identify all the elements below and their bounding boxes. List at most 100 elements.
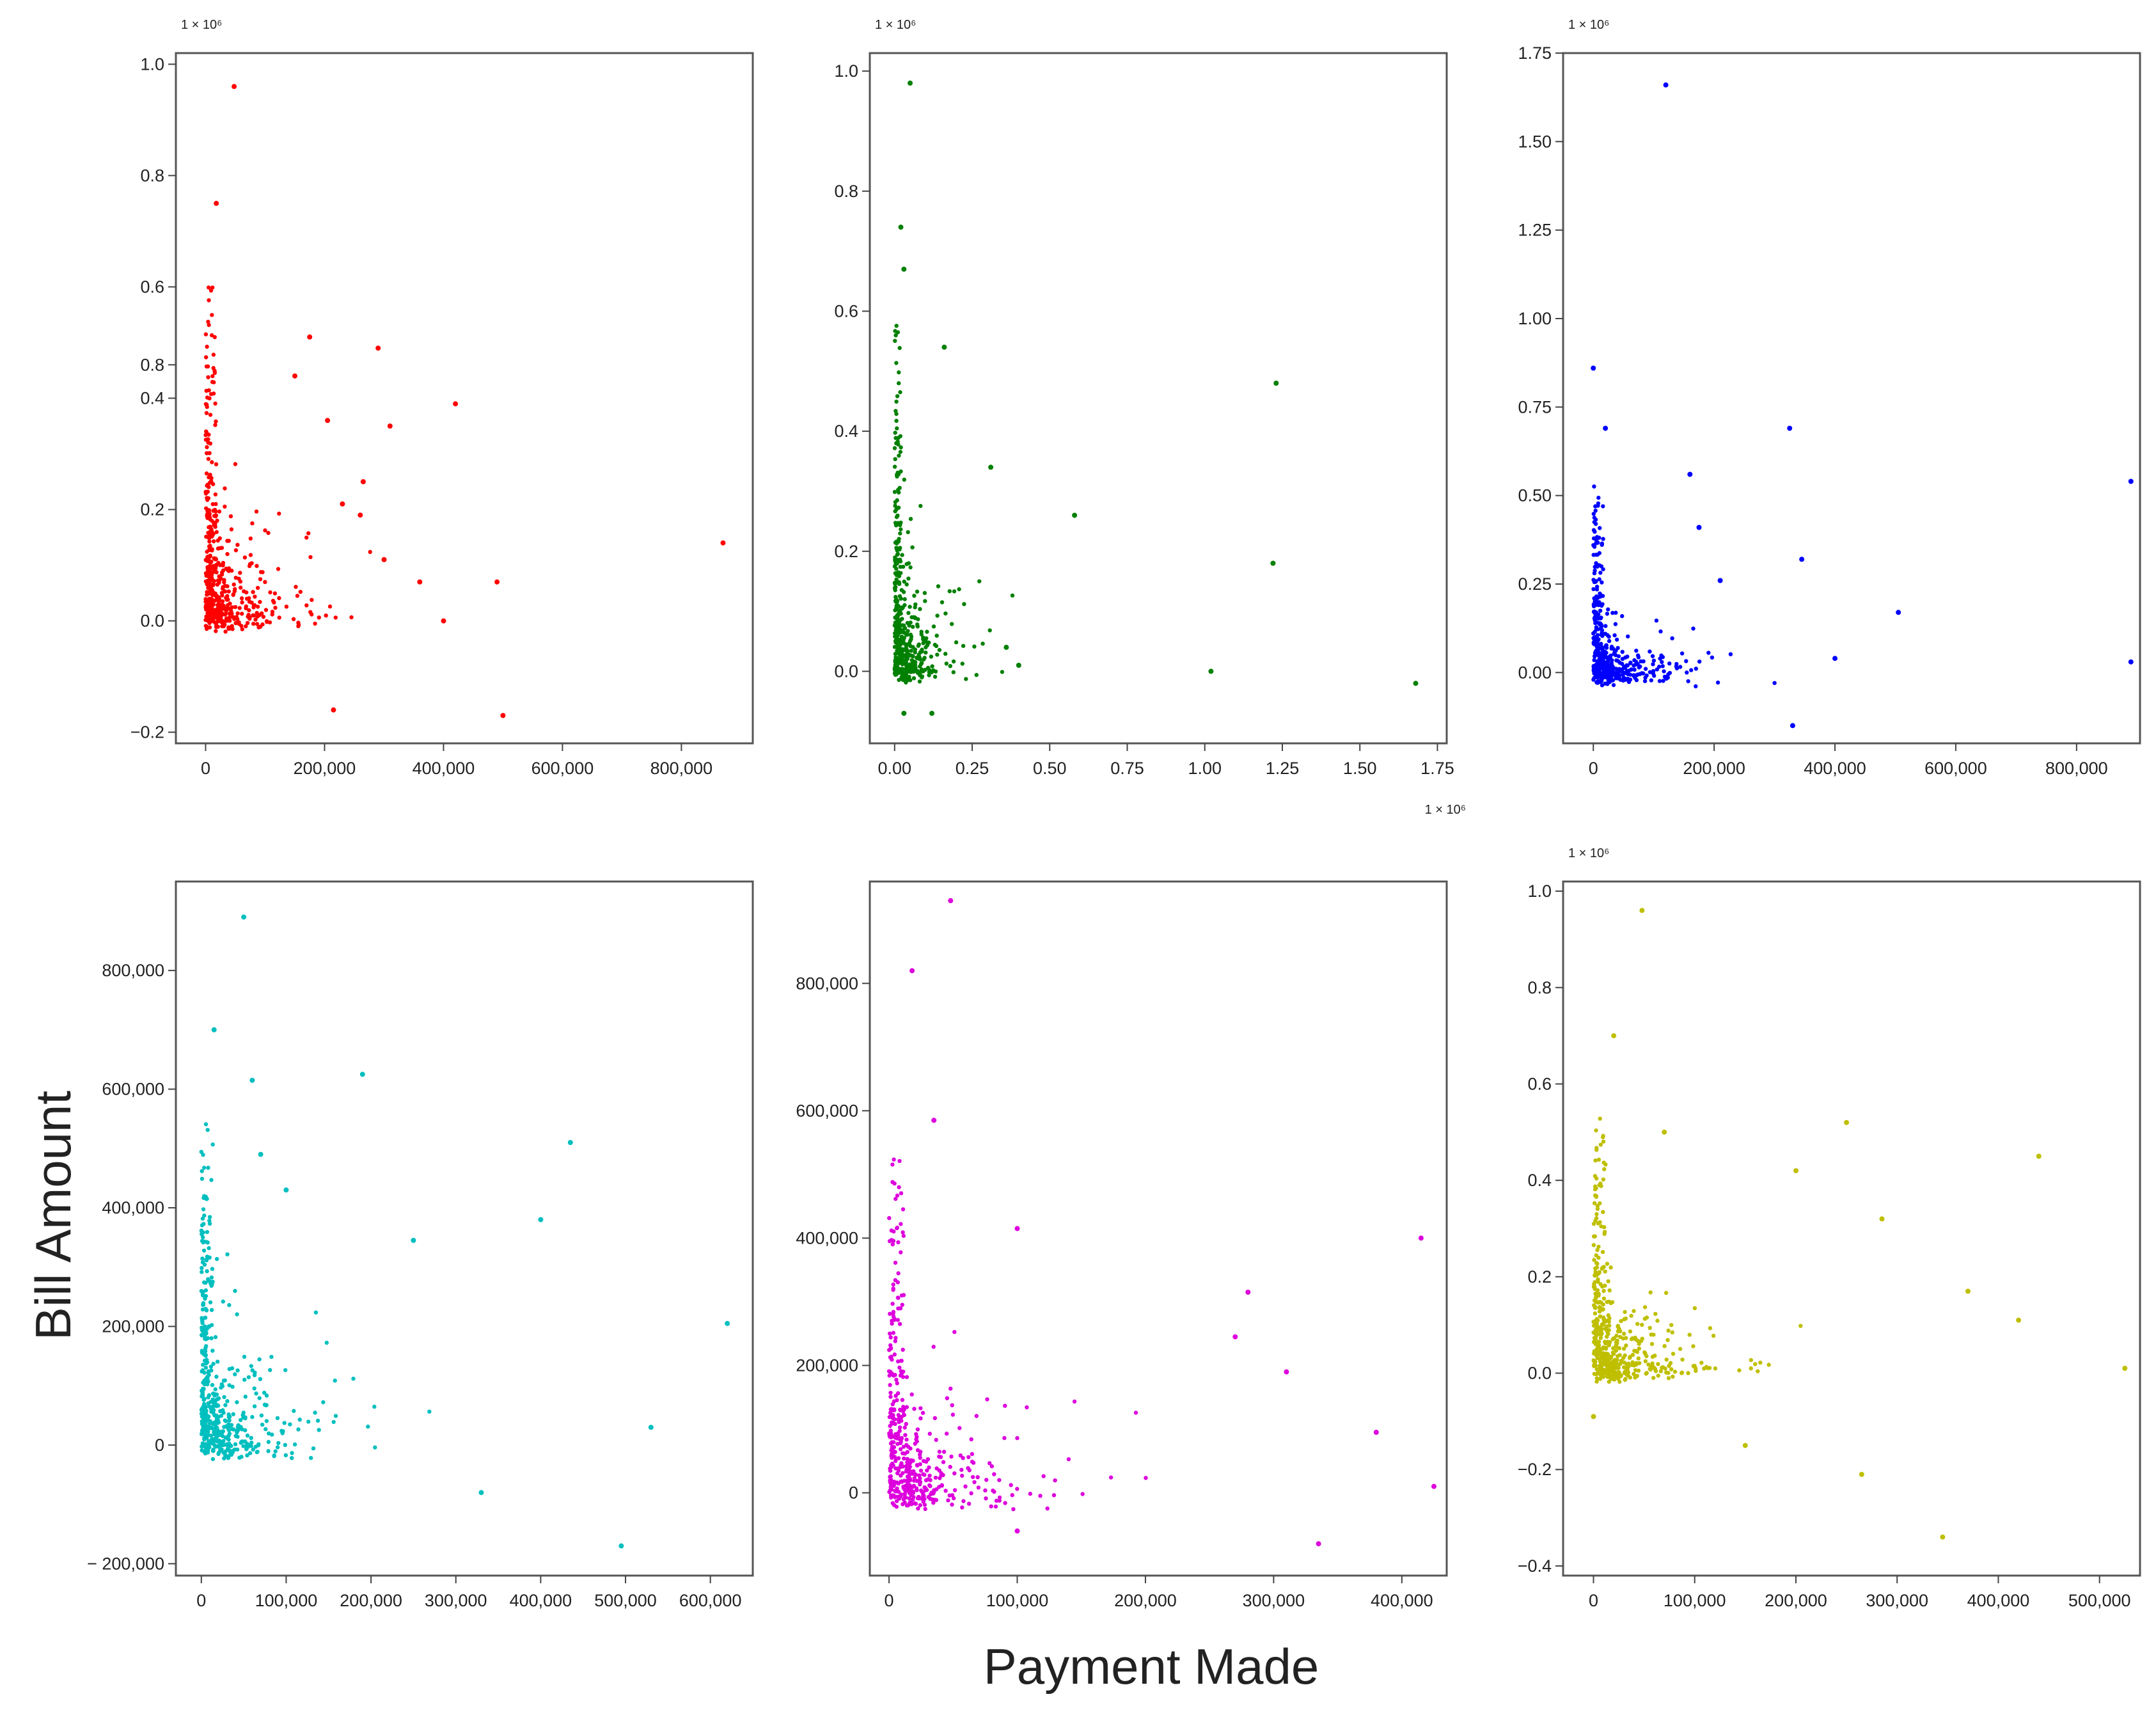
data-point bbox=[1602, 1225, 1607, 1230]
data-point bbox=[252, 1404, 257, 1409]
data-point bbox=[918, 1450, 923, 1454]
data-point bbox=[1687, 471, 1693, 477]
data-point bbox=[351, 1377, 356, 1381]
data-point bbox=[958, 1453, 963, 1458]
data-point bbox=[210, 460, 214, 464]
data-point bbox=[904, 642, 909, 647]
data-point bbox=[930, 664, 934, 668]
data-point bbox=[893, 1278, 898, 1283]
data-point bbox=[272, 600, 276, 605]
data-point bbox=[203, 1365, 209, 1370]
y-offset-label: 1 × 10⁶ bbox=[1568, 18, 1609, 32]
data-point bbox=[1600, 1308, 1605, 1312]
data-point bbox=[208, 413, 213, 417]
data-point bbox=[245, 1441, 249, 1446]
data-point bbox=[891, 1286, 895, 1291]
data-point bbox=[212, 539, 216, 544]
data-point bbox=[258, 599, 262, 605]
data-point bbox=[1598, 571, 1603, 575]
data-point bbox=[906, 1503, 911, 1508]
data-point bbox=[898, 1408, 902, 1412]
data-point bbox=[201, 1431, 206, 1436]
data-point bbox=[203, 1296, 207, 1301]
data-point bbox=[1639, 1339, 1644, 1343]
data-point bbox=[1598, 526, 1602, 530]
subplot-2: 0.00 0.25 0.50 0.75 1.00 1.25 1.50 1.75 0.0 0.2 0.… bbox=[834, 18, 1466, 817]
data-point bbox=[1620, 661, 1625, 666]
data-point bbox=[207, 322, 211, 328]
data-point bbox=[1621, 671, 1626, 676]
data-point bbox=[897, 1428, 902, 1434]
data-point bbox=[919, 1496, 924, 1501]
data-point bbox=[891, 1282, 895, 1287]
data-point bbox=[200, 1328, 205, 1333]
data-point bbox=[244, 596, 249, 601]
data-point bbox=[1612, 1352, 1616, 1356]
data-point bbox=[213, 521, 217, 525]
data-point bbox=[927, 673, 931, 677]
data-point bbox=[1660, 654, 1665, 660]
data-point bbox=[892, 464, 897, 469]
data-point bbox=[912, 1407, 917, 1411]
data-point bbox=[947, 589, 952, 594]
data-point bbox=[950, 622, 954, 626]
data-point bbox=[1616, 659, 1621, 663]
data-point bbox=[922, 656, 927, 660]
data-point bbox=[205, 395, 210, 400]
data-point bbox=[349, 615, 354, 620]
data-point bbox=[202, 1382, 207, 1387]
subplot-4: 0 100,000 200,000 300,000 400,000 500,000 600,… bbox=[87, 880, 754, 1610]
data-point bbox=[892, 1445, 897, 1450]
data-point bbox=[1596, 1221, 1600, 1226]
data-point bbox=[200, 1406, 205, 1411]
x-tick-label: 400,000 bbox=[413, 759, 475, 778]
data-point bbox=[207, 1414, 211, 1419]
data-point bbox=[1708, 1326, 1713, 1331]
x-tick-label: 0 bbox=[201, 759, 210, 778]
data-point bbox=[1072, 1399, 1077, 1404]
data-point bbox=[914, 1437, 918, 1442]
data-point bbox=[296, 624, 301, 628]
data-point bbox=[891, 1373, 896, 1378]
data-point bbox=[988, 1461, 992, 1466]
data-point bbox=[1607, 1379, 1611, 1384]
y-tick-label: 400,000 bbox=[102, 1198, 164, 1217]
x-tick-label: 600,000 bbox=[531, 759, 594, 778]
data-point bbox=[900, 1398, 905, 1402]
data-point bbox=[902, 1492, 908, 1496]
data-point bbox=[2036, 1153, 2042, 1159]
data-point bbox=[913, 1441, 918, 1446]
data-point bbox=[494, 579, 500, 585]
data-point bbox=[1662, 1344, 1667, 1348]
data-point bbox=[277, 615, 281, 620]
data-point bbox=[952, 1471, 957, 1476]
data-point bbox=[210, 374, 215, 379]
data-point bbox=[1605, 1300, 1609, 1304]
data-point bbox=[324, 613, 328, 618]
data-point bbox=[899, 641, 904, 645]
data-point bbox=[920, 1411, 925, 1415]
data-point bbox=[897, 574, 902, 578]
data-point bbox=[264, 1419, 269, 1423]
data-point bbox=[889, 1487, 894, 1492]
data-point bbox=[1597, 621, 1601, 626]
data-point bbox=[206, 514, 211, 519]
data-point bbox=[1600, 1322, 1604, 1327]
data-point bbox=[226, 606, 231, 611]
data-point bbox=[1596, 501, 1601, 506]
data-point bbox=[1644, 1372, 1648, 1376]
data-point bbox=[211, 1391, 216, 1396]
data-point bbox=[951, 670, 956, 675]
data-point bbox=[895, 619, 899, 624]
y-tick-label: 1.25 bbox=[1518, 221, 1552, 240]
data-point bbox=[279, 1428, 284, 1433]
y-tick-label: 1.0 bbox=[834, 61, 858, 81]
data-point bbox=[1072, 512, 1078, 518]
data-point bbox=[931, 1118, 937, 1123]
data-point bbox=[373, 1445, 377, 1450]
data-point bbox=[1593, 1219, 1598, 1223]
data-point bbox=[201, 1402, 207, 1406]
data-point bbox=[242, 1377, 247, 1382]
data-point bbox=[203, 489, 208, 494]
data-point bbox=[1680, 651, 1685, 656]
